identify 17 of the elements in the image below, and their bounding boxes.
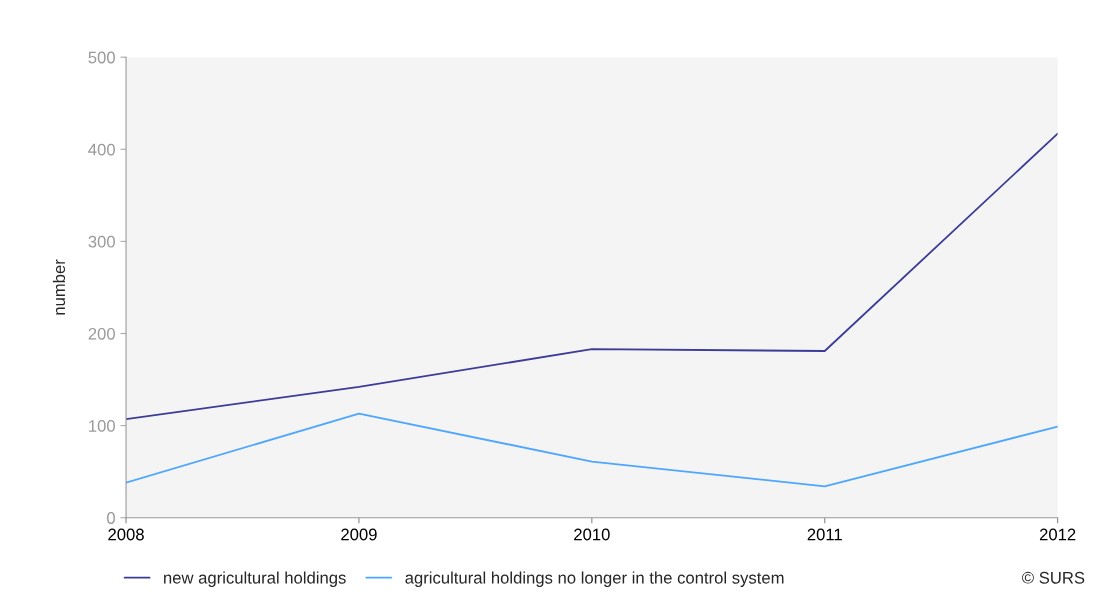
x-tick-label: 2009 bbox=[341, 528, 377, 541]
y-tick-label: 0 bbox=[107, 512, 115, 524]
y-axis-title: number bbox=[52, 259, 66, 315]
y-tick-label: 100 bbox=[89, 420, 115, 432]
y-tick-label: 200 bbox=[88, 327, 115, 340]
text: © SURS bbox=[1022, 571, 1085, 584]
y-tick-label: 500 bbox=[88, 51, 115, 64]
y-tick-label: 300 bbox=[88, 235, 115, 248]
legend-label: agricultural holdings no longer in the control system bbox=[405, 571, 784, 587]
x-tick-label: 2008 bbox=[108, 528, 144, 541]
x-tick-label: 2012 bbox=[1039, 528, 1076, 541]
y-tick-label: 400 bbox=[88, 143, 115, 156]
line-series bbox=[126, 132, 1058, 421]
x-tick-label: 2011 bbox=[807, 528, 842, 541]
legend-label: new agricultural holdings bbox=[164, 571, 346, 587]
x-tick-label: 2010 bbox=[574, 528, 610, 541]
line-series bbox=[126, 412, 1058, 488]
